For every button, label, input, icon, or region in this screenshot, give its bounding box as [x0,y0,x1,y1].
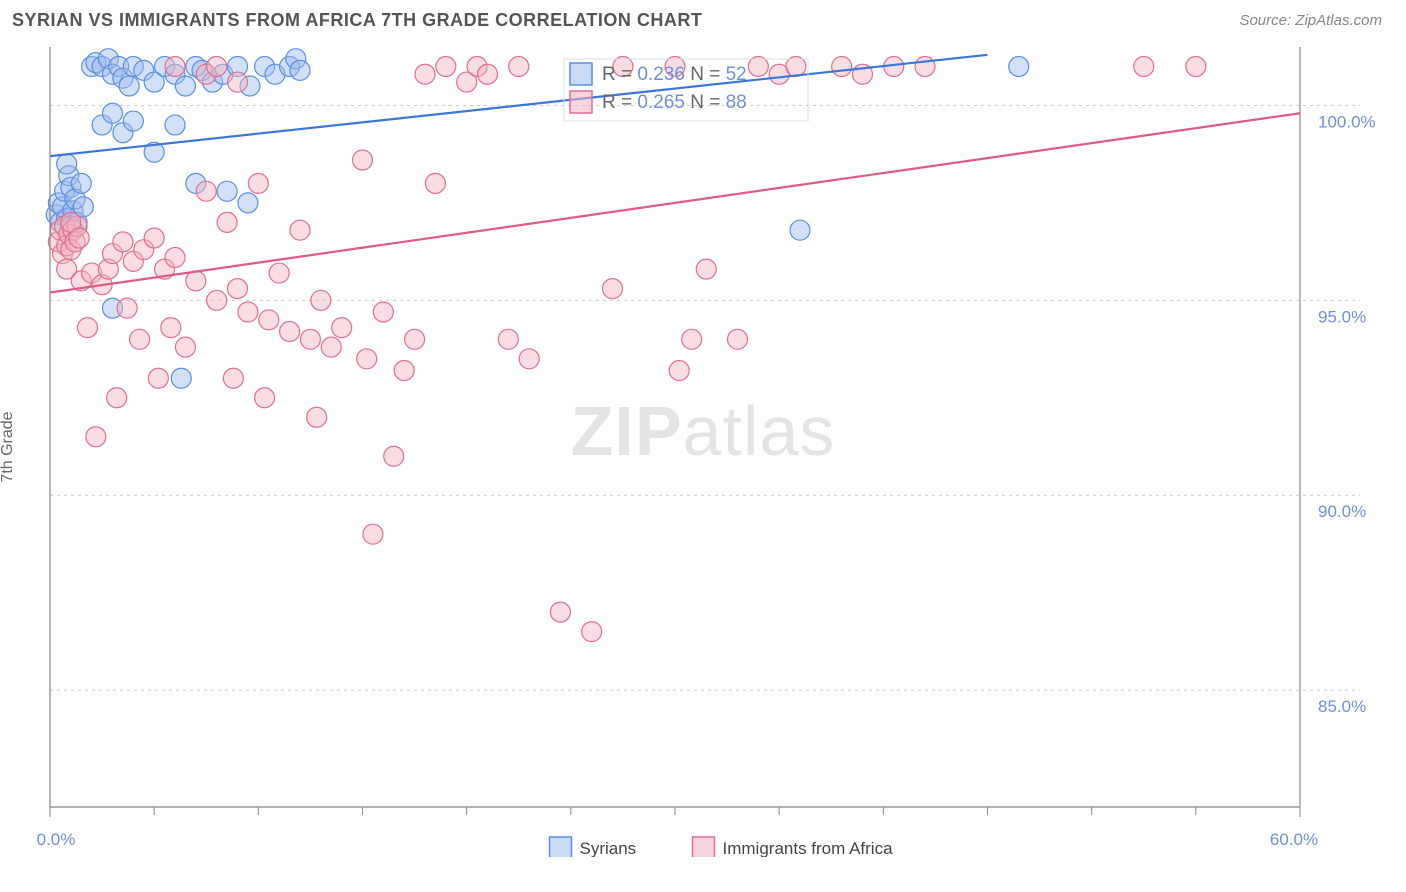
scatter-point [311,290,331,310]
scatter-point [290,60,310,80]
scatter-point [280,322,300,342]
scatter-point [1134,56,1154,76]
scatter-point [207,290,227,310]
y-tick-label: 90.0% [1318,502,1366,521]
scatter-point [123,111,143,131]
scatter-point [148,368,168,388]
x-tick-label: 0.0% [37,830,76,849]
scatter-point [248,173,268,193]
scatter-point [290,220,310,240]
scatter-point [238,193,258,213]
scatter-point [519,349,539,369]
scatter-point [582,622,602,642]
scatter-point [228,279,248,299]
scatter-point [217,212,237,232]
scatter-point [498,329,518,349]
legend-label: Syrians [580,839,637,857]
scatter-point [357,349,377,369]
scatter-point [86,427,106,447]
chart-area: 7th Grade ZIPatlas 85.0%90.0%95.0%100.0%… [0,37,1406,857]
legend-stats-text: R = 0.236 N = 52 [602,64,747,85]
scatter-point [165,115,185,135]
legend-swatch [570,63,592,85]
scatter-point [165,247,185,267]
scatter-point [171,368,191,388]
scatter-point [384,446,404,466]
scatter-point [228,72,248,92]
y-axis-label: 7th Grade [0,411,17,482]
chart-title: SYRIAN VS IMMIGRANTS FROM AFRICA 7TH GRA… [12,10,702,31]
scatter-point [130,329,150,349]
scatter-point [175,76,195,96]
scatter-point [69,228,89,248]
scatter-point [478,64,498,84]
scatter-point [117,298,137,318]
scatter-point [186,271,206,291]
scatter-point [436,56,456,76]
legend-swatch [550,837,572,857]
scatter-point [165,56,185,76]
legend-swatch [693,837,715,857]
scatter-point [78,318,98,338]
scatter-point [550,602,570,622]
legend-swatch [570,91,592,113]
scatter-point [71,173,91,193]
scatter-point [113,232,133,252]
correlation-scatter-chart: 85.0% 90.0% 95.0% 100.0% 0.0% 60.0% R = 0.236 … [0,37,1406,857]
scatter-point [373,302,393,322]
scatter-point [832,56,852,76]
scatter-point [57,154,77,174]
y-tick-label: 95.0% [1318,307,1366,326]
scatter-point [217,181,237,201]
scatter-point [363,524,383,544]
scatter-point [425,173,445,193]
scatter-point [119,76,139,96]
scatter-point [321,337,341,357]
scatter-point [307,407,327,427]
y-tick-label: 85.0% [1318,697,1366,716]
scatter-point [255,388,275,408]
scatter-point [394,360,414,380]
scatter-point [107,388,127,408]
scatter-point [207,56,227,76]
scatter-point [696,259,716,279]
scatter-point [682,329,702,349]
legend-stats-text: R = 0.265 N = 88 [602,92,747,113]
scatter-point [415,64,435,84]
scatter-point [353,150,373,170]
scatter-point [669,360,689,380]
scatter-point [259,310,279,330]
x-tick-label: 60.0% [1270,830,1318,849]
scatter-point [509,56,529,76]
scatter-point [161,318,181,338]
scatter-point [790,220,810,240]
scatter-point [1009,56,1029,76]
scatter-point [269,263,289,283]
legend-label: Immigrants from Africa [723,839,894,857]
scatter-point [728,329,748,349]
scatter-point [196,181,216,201]
scatter-point [223,368,243,388]
scatter-point [300,329,320,349]
scatter-point [332,318,352,338]
y-tick-label: 100.0% [1318,112,1376,131]
scatter-point [144,228,164,248]
scatter-point [238,302,258,322]
scatter-point [915,56,935,76]
scatter-point [103,103,123,123]
chart-source: Source: ZipAtlas.com [1239,12,1382,29]
scatter-point [405,329,425,349]
scatter-point [603,279,623,299]
chart-header: SYRIAN VS IMMIGRANTS FROM AFRICA 7TH GRA… [0,0,1406,37]
scatter-point [1186,56,1206,76]
scatter-point [175,337,195,357]
